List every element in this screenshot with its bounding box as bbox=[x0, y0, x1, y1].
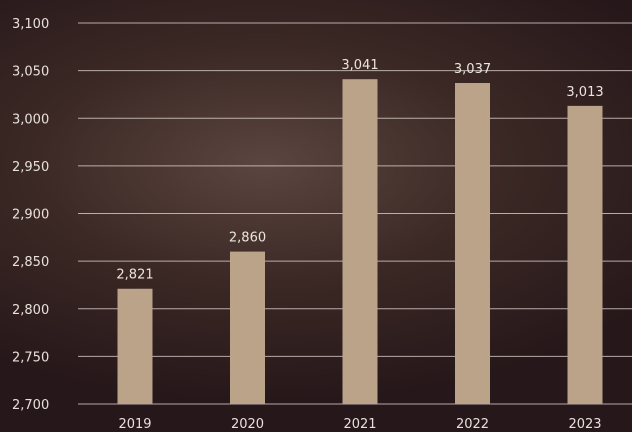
bars bbox=[118, 79, 603, 404]
bar-2020 bbox=[230, 252, 265, 404]
data-label-2021: 3,041 bbox=[341, 58, 378, 73]
bar-2022 bbox=[455, 83, 490, 404]
x-tick-label-2023: 2023 bbox=[568, 417, 601, 432]
y-tick-label: 3,050 bbox=[12, 65, 49, 80]
y-tick-label: 2,900 bbox=[12, 208, 49, 223]
y-tick-label: 2,700 bbox=[12, 398, 49, 413]
y-axis-tick-labels: 2,700 2,750 2,800 2,850 2,900 2,950 3,000 3,050… bbox=[12, 17, 49, 413]
x-axis-tick-labels: 2019 2020 2021 2022 2023 bbox=[118, 417, 601, 432]
x-tick-label-2021: 2021 bbox=[343, 417, 376, 432]
bar-2021 bbox=[343, 79, 378, 404]
y-tick-label: 2,950 bbox=[12, 160, 49, 175]
data-label-2020: 2,860 bbox=[229, 231, 266, 246]
x-tick-label-2022: 2022 bbox=[456, 417, 489, 432]
data-label-2022: 3,037 bbox=[454, 62, 491, 77]
y-tick-label: 2,800 bbox=[12, 303, 49, 318]
x-tick-label-2019: 2019 bbox=[118, 417, 151, 432]
y-tick-label: 3,100 bbox=[12, 17, 49, 32]
y-tick-label: 2,850 bbox=[12, 255, 49, 270]
data-label-2023: 3,013 bbox=[566, 85, 603, 100]
y-tick-label: 2,750 bbox=[12, 350, 49, 365]
bar-2023 bbox=[568, 106, 603, 404]
bar-2019 bbox=[118, 289, 153, 404]
data-label-2019: 2,821 bbox=[116, 268, 153, 283]
x-tick-label-2020: 2020 bbox=[231, 417, 264, 432]
y-tick-label: 3,000 bbox=[12, 112, 49, 127]
